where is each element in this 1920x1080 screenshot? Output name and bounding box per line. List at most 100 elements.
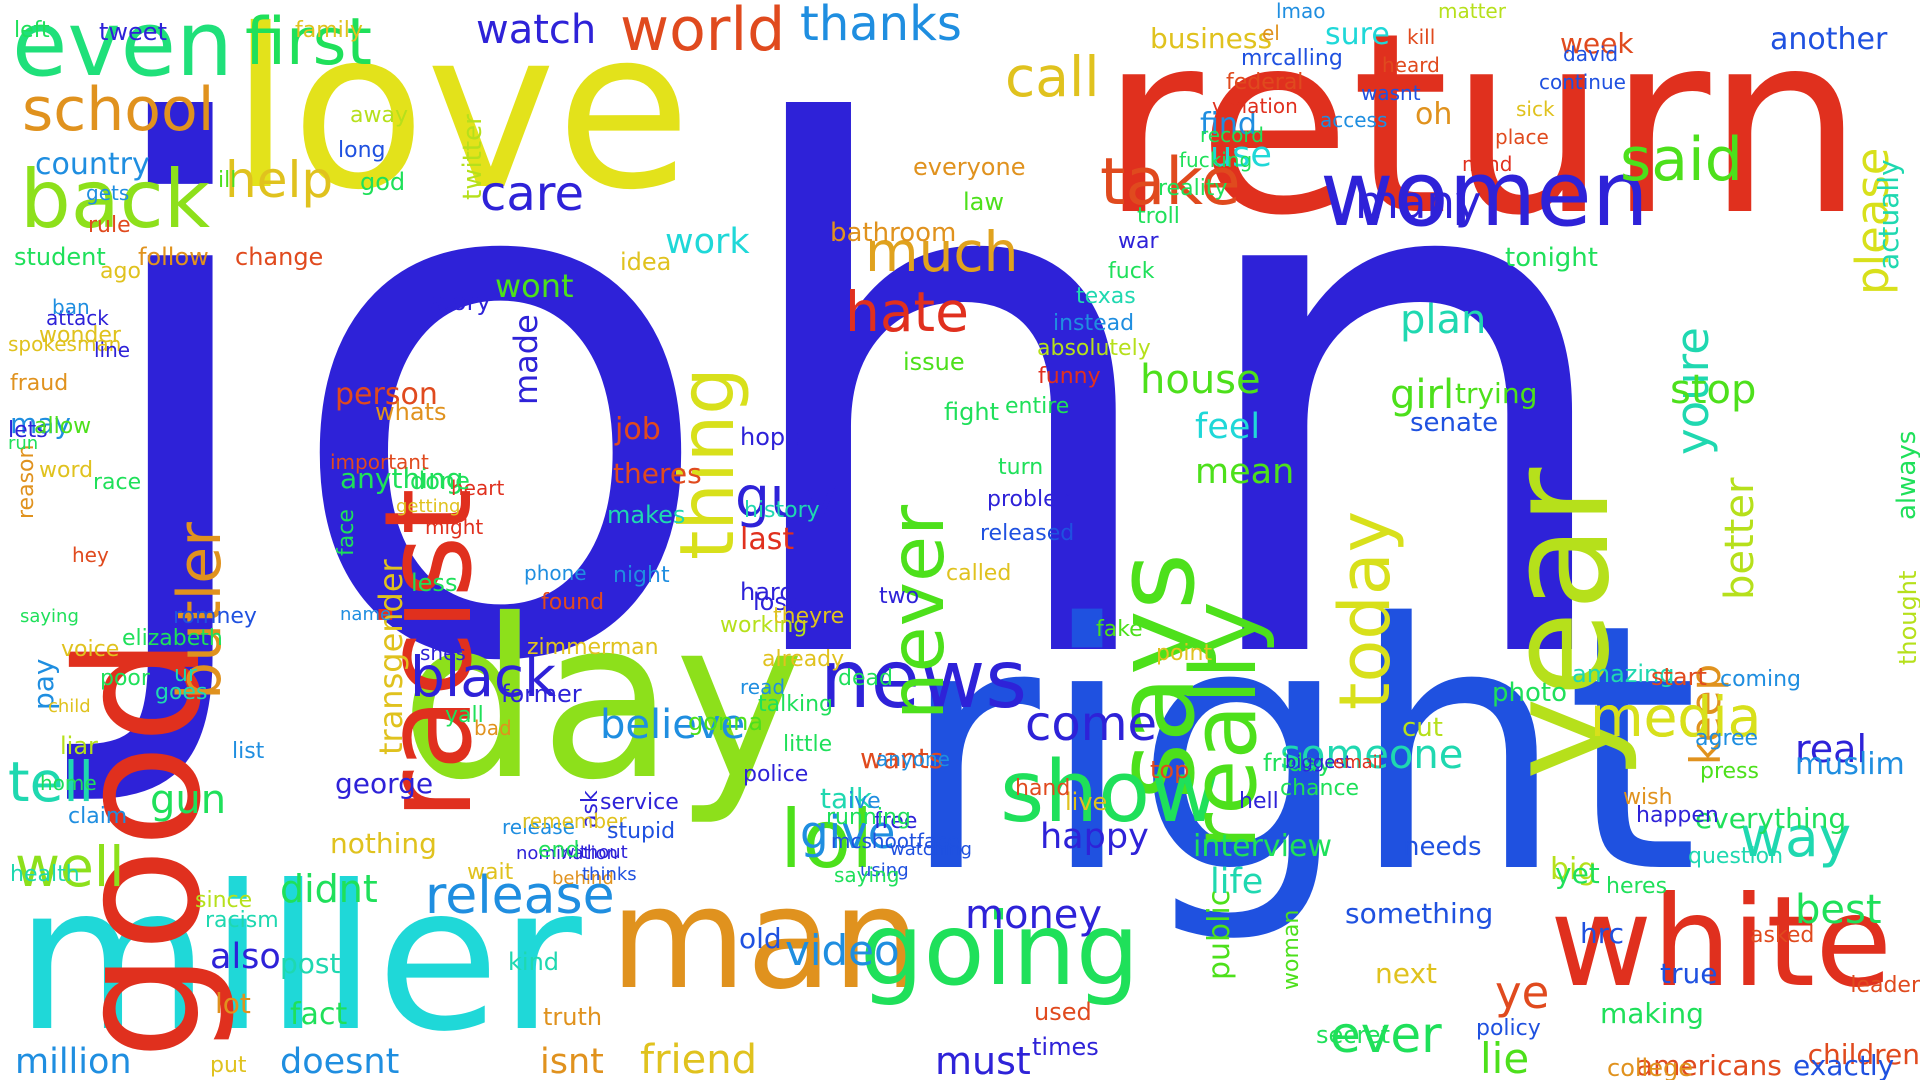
word-makes: makes: [607, 501, 686, 529]
word-change: change: [235, 243, 324, 271]
word-saying: saying: [20, 606, 79, 627]
word-mean: mean: [1195, 452, 1295, 492]
word-lmao: lmao: [1276, 0, 1326, 23]
word-care: care: [480, 166, 585, 222]
word-put: put: [210, 1053, 247, 1078]
word-david: david: [1563, 42, 1619, 66]
word-kind: kind: [508, 948, 560, 976]
word-sick: sick: [1516, 97, 1555, 121]
word-million: million: [15, 1042, 132, 1080]
word-children: children: [1807, 1038, 1920, 1071]
word-less: less: [411, 569, 458, 597]
word-well: well: [15, 835, 125, 899]
word-hope: hope: [740, 423, 800, 451]
word-bad: bad: [474, 716, 512, 740]
word-history: history: [744, 498, 820, 523]
word-nothing: nothing: [330, 827, 437, 860]
word-email: email: [1333, 752, 1383, 773]
word-line: line: [94, 338, 131, 362]
word-ago: ago: [100, 259, 141, 284]
word-watch: watch: [476, 7, 597, 53]
word-run: run: [8, 433, 39, 454]
word-many: many: [1355, 176, 1482, 229]
word-fucking: fucking: [1179, 148, 1253, 172]
word-thanks: thanks: [800, 0, 962, 52]
word-thinks: thinks: [582, 864, 637, 885]
word-name: name: [340, 604, 392, 625]
word-talk: talk: [820, 782, 873, 815]
word-policy: policy: [1476, 1016, 1541, 1041]
word-mrcalling: mrcalling: [1241, 46, 1343, 71]
word-turn: turn: [998, 455, 1044, 480]
word-funny: funny: [1038, 364, 1101, 389]
word-job: job: [615, 412, 661, 447]
word-happen: happen: [1636, 803, 1719, 828]
word-believe: believe: [600, 702, 746, 748]
word-kill: kill: [1407, 25, 1436, 49]
word-troll: troll: [1137, 204, 1180, 229]
word-true: true: [1660, 957, 1718, 990]
word-man: man: [610, 858, 921, 1021]
word-heard: heard: [1382, 53, 1440, 77]
word-senate: senate: [1410, 408, 1499, 438]
word-release: release: [425, 866, 615, 926]
word-give: give: [800, 806, 896, 859]
word-trying: trying: [1455, 377, 1538, 410]
word-happy: happy: [1040, 817, 1149, 857]
word-access: access: [1320, 108, 1388, 132]
word-george: george: [335, 767, 434, 800]
word-muslim: muslim: [1795, 747, 1905, 782]
word-found: found: [541, 590, 605, 615]
word-entire: entire: [1005, 394, 1070, 419]
word-ill: ill: [218, 168, 237, 193]
word-voice: voice: [61, 637, 120, 662]
word-rule: rule: [88, 213, 131, 238]
word-woman: woman: [1279, 909, 1304, 990]
word-fight: fight: [944, 398, 999, 426]
word-big: big: [1550, 852, 1597, 887]
word-also: also: [210, 937, 281, 977]
word-done: done: [410, 467, 470, 495]
word-everyone: everyone: [913, 153, 1026, 181]
word-coming: coming: [1720, 667, 1802, 692]
word-friday: friday: [1263, 749, 1333, 777]
word-college: college: [1607, 1054, 1693, 1080]
word-important: important: [330, 450, 429, 474]
word-week: week: [1560, 27, 1634, 60]
word-another: another: [1770, 22, 1888, 57]
word-asked: asked: [1750, 923, 1815, 948]
word-media: media: [1590, 685, 1762, 749]
word-story: story: [430, 288, 491, 316]
word-made: made: [507, 314, 545, 405]
word-gun: gun: [150, 777, 227, 823]
word-fake: fake: [1096, 617, 1143, 642]
word-health: health: [10, 862, 80, 887]
word-theres: theres: [613, 457, 702, 490]
word-point: point: [1156, 641, 1213, 666]
word-old: old: [739, 922, 782, 955]
word-remember: remember: [522, 809, 627, 833]
word-something: something: [1345, 897, 1494, 930]
word-list: list: [232, 739, 265, 764]
word-black: black: [410, 645, 556, 709]
word-best: best: [1795, 887, 1882, 933]
word-news: news: [820, 633, 1028, 726]
word-mind: mind: [1462, 152, 1513, 176]
word-women: women: [1320, 142, 1649, 247]
word-someone: someone: [1280, 732, 1464, 778]
word-times: times: [1032, 1033, 1099, 1061]
word-home: home: [40, 771, 97, 795]
word-lot: lot: [215, 987, 251, 1020]
word-come: come: [1025, 696, 1158, 752]
word-reason: reason: [14, 444, 39, 519]
word-friend: friend: [640, 1037, 757, 1080]
word-fuck: fuck: [1108, 259, 1155, 284]
word-much: much: [865, 220, 1019, 284]
word-poor: poor: [100, 666, 150, 691]
word-interview: interview: [1193, 829, 1332, 864]
word-lie: lie: [1480, 1034, 1530, 1080]
word-follow: follow: [138, 243, 209, 271]
word-post: post: [280, 947, 341, 980]
word-might: might: [425, 515, 484, 539]
word-service: service: [600, 790, 679, 815]
